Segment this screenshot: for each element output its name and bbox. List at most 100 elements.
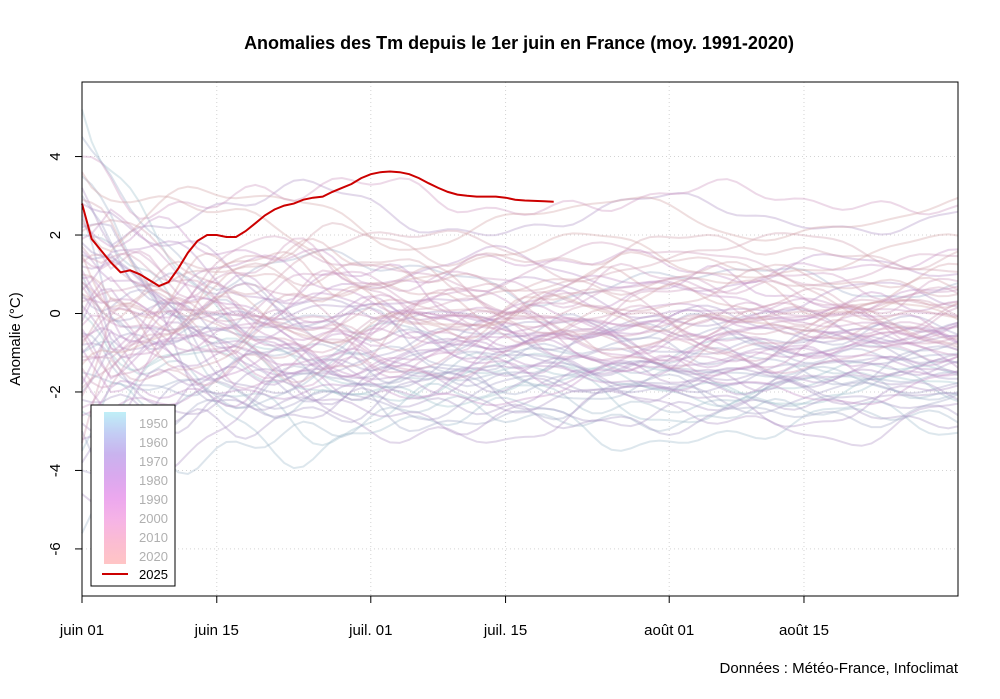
y-tick-label: -4 [47, 464, 64, 477]
series-line-2018 [81, 221, 959, 305]
y-tick-label: 0 [47, 309, 64, 317]
series-line-1966 [81, 288, 959, 389]
y-tick-label: 4 [47, 152, 64, 160]
legend-label-2025: 2025 [139, 567, 168, 582]
series-line-1989 [81, 263, 959, 344]
series-line-1998 [81, 208, 959, 341]
series-line-1953 [81, 370, 959, 452]
series-line-2003 [81, 155, 959, 220]
legend-label: 1990 [139, 492, 168, 507]
series-line-1954 [81, 340, 959, 470]
series-line-1956 [81, 395, 959, 534]
series-line-1979 [81, 304, 959, 395]
series-line-1964 [81, 195, 959, 352]
x-tick-label: juin 01 [59, 622, 104, 639]
x-tick-label: août 01 [644, 622, 694, 639]
series-line-2007 [81, 310, 959, 380]
series-line-1968 [81, 253, 959, 403]
series-line-1984 [81, 330, 959, 401]
series-line-1978 [81, 350, 959, 453]
series-line-1982 [81, 202, 959, 329]
series-line-1965 [81, 374, 959, 483]
series-line-1963 [81, 273, 959, 388]
series-line-2015 [81, 218, 959, 296]
series-line-1988 [81, 326, 959, 381]
series-line-2001 [81, 249, 959, 316]
x-tick-label: juin 15 [194, 622, 239, 639]
historical-series [81, 109, 959, 534]
legend-label: 1970 [139, 454, 168, 469]
series-line-1959 [81, 136, 959, 307]
series-line-1976 [81, 178, 959, 248]
series-line-2024 [81, 291, 959, 366]
series-line-2009 [81, 282, 959, 334]
chart-title: Anomalies des Tm depuis le 1er juin en F… [244, 33, 794, 53]
legend: 1950 1960 1970 1980 1990 2000 2010 2020 2025 [90, 404, 176, 587]
series-line-1955 [81, 234, 959, 420]
series-line-2025 [81, 170, 554, 288]
legend-label: 1950 [139, 416, 168, 431]
x-tick-label: août 15 [779, 622, 829, 639]
x-tick-label: juil. 15 [483, 622, 527, 639]
series-line-1992 [81, 254, 959, 327]
series-line-1969 [81, 302, 959, 395]
series-line-2013 [81, 312, 959, 444]
series-line-2014 [81, 253, 959, 360]
series-line-2021 [81, 252, 959, 340]
series-line-2011 [81, 246, 959, 355]
series-line-2008 [81, 296, 959, 389]
x-tick-label: juil. 01 [348, 622, 392, 639]
plot-frame [81, 81, 959, 597]
series-line-2010 [81, 290, 959, 389]
y-axis: -6 -4 -2 0 2 4 [47, 152, 82, 556]
legend-label: 1980 [139, 473, 168, 488]
series-line-1962 [81, 364, 959, 477]
series-line-2016 [81, 265, 959, 371]
series-line-2000 [81, 293, 959, 380]
legend-label: 2000 [139, 511, 168, 526]
series-line-2005 [81, 211, 959, 315]
series-line-1975 [81, 281, 959, 352]
series-2025 [81, 170, 554, 288]
series-line-2012 [81, 282, 959, 397]
series-line-1994 [81, 215, 959, 286]
series-line-1951 [81, 349, 959, 425]
series-line-1995 [81, 326, 959, 378]
series-line-1960 [81, 332, 959, 398]
series-line-1977 [81, 374, 959, 503]
legend-label: 1960 [139, 435, 168, 450]
x-axis: juin 01 juin 15 juil. 01 juil. 15 août 01 aoû… [59, 596, 829, 639]
series-line-1985 [81, 287, 959, 377]
series-line-2004 [81, 269, 959, 352]
series-line-1970 [81, 222, 959, 437]
series-line-2022 [81, 185, 959, 253]
series-line-1986 [81, 249, 959, 341]
series-line-1981 [81, 259, 959, 379]
series-line-1958 [81, 351, 959, 409]
legend-gradient-bar [104, 412, 126, 564]
y-tick-label: -6 [47, 542, 64, 555]
series-line-1987 [81, 347, 959, 417]
series-line-1957 [81, 175, 959, 374]
series-line-2023 [81, 171, 959, 291]
series-line-2020 [81, 250, 959, 333]
series-line-1996 [81, 280, 959, 369]
series-line-2006 [81, 235, 959, 360]
series-line-1983 [81, 240, 959, 305]
series-line-1967 [81, 314, 959, 393]
series-line-1971 [81, 366, 959, 464]
series-line-1993 [81, 295, 959, 394]
y-axis-title: Anomalie (°C) [7, 292, 24, 386]
series-line-2002 [81, 298, 959, 359]
series-line-1973 [81, 242, 959, 351]
series-line-2019 [81, 237, 959, 323]
data-credit: Données : Météo-France, Infoclimat [720, 660, 959, 677]
series-line-1972 [81, 386, 959, 440]
series-line-1950 [81, 312, 959, 408]
legend-label: 2020 [139, 549, 168, 564]
series-line-1961 [81, 215, 959, 372]
y-tick-label: 2 [47, 231, 64, 239]
series-line-1952 [81, 109, 959, 408]
y-tick-label: -2 [47, 385, 64, 398]
